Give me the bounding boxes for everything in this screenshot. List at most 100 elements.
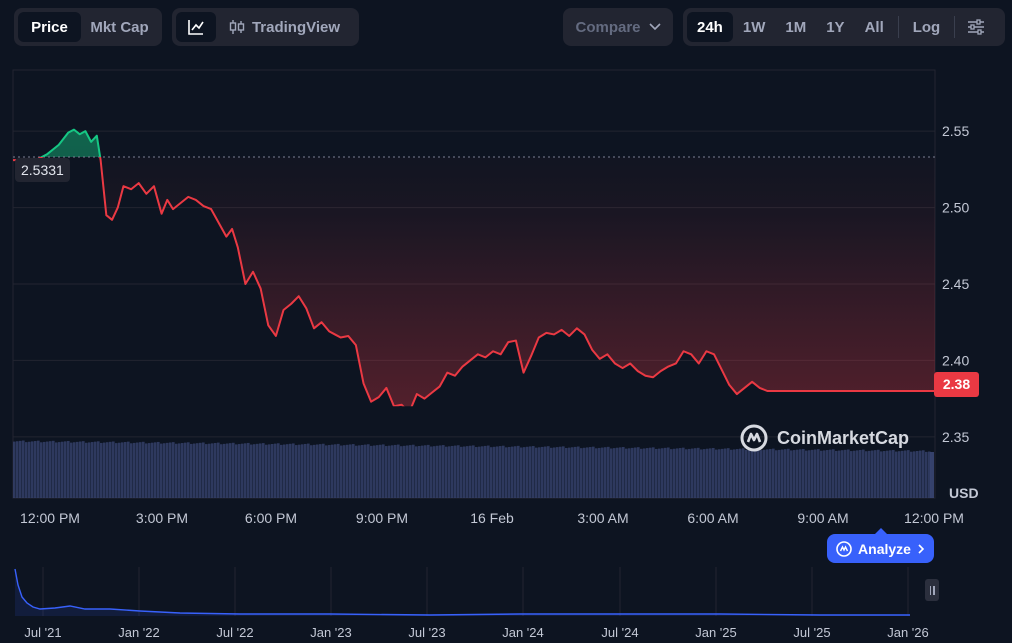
volume-bar [466, 446, 469, 498]
volume-bar [409, 445, 412, 498]
volume-bar [607, 446, 610, 498]
volume-bar [430, 446, 433, 498]
volume-bar [670, 449, 673, 498]
volume-bar [817, 449, 820, 498]
volume-bar [784, 449, 787, 498]
analyze-button[interactable]: Analyze [827, 528, 934, 563]
volume-bar [295, 445, 298, 498]
range-1m[interactable]: 1M [785, 18, 807, 36]
volume-bar [79, 441, 82, 498]
volume-bar [328, 445, 331, 498]
volume-bar [760, 450, 763, 498]
x-tick-label: 9:00 AM [797, 510, 848, 526]
volume-bar [472, 445, 475, 498]
range-24h[interactable]: 24h [687, 12, 733, 42]
volume-bar [148, 443, 151, 498]
volume-bar [49, 441, 52, 498]
chart-settings-button[interactable] [959, 12, 993, 42]
volume-bar [541, 446, 544, 498]
metric-toggle: Price Mkt Cap [14, 8, 162, 46]
volume-bar [538, 447, 541, 498]
volume-bar [652, 447, 655, 498]
volume-bar [745, 449, 748, 498]
volume-bar [880, 451, 883, 498]
volume-bar [34, 441, 37, 498]
line-chart-button[interactable] [176, 12, 216, 42]
tradingview-button[interactable]: TradingView [216, 12, 352, 42]
volume-bar [907, 450, 910, 498]
volume-bar [133, 442, 136, 498]
volume-bar [613, 448, 616, 498]
overview-tick-label: Jul '25 [793, 625, 830, 640]
volume-bar [76, 441, 79, 498]
volume-bar [904, 450, 907, 498]
volume-bar [556, 447, 559, 498]
volume-bar [40, 442, 43, 498]
price-area-up [41, 129, 101, 157]
volume-bar [67, 440, 70, 498]
volume-bar [292, 443, 295, 498]
volume-bar [415, 446, 418, 498]
compare-dropdown[interactable]: Compare [563, 8, 673, 46]
volume-bar [883, 451, 886, 498]
volume-bar [436, 445, 439, 498]
volume-bar [439, 445, 442, 498]
volume-bar [442, 445, 445, 498]
range-1w[interactable]: 1W [742, 18, 766, 36]
range-1y[interactable]: 1Y [826, 18, 845, 36]
volume-bar [844, 449, 847, 498]
volume-bar [769, 448, 772, 498]
volume-bar [169, 442, 172, 498]
log-scale-button[interactable]: Log [912, 18, 941, 36]
y-tick-label: 2.50 [942, 200, 969, 216]
volume-bar [673, 448, 676, 498]
overview-tick-label: Jan '26 [887, 625, 929, 640]
volume-bar [718, 449, 721, 498]
tab-price[interactable]: Price [18, 12, 81, 42]
overview-tick-label: Jan '25 [695, 625, 737, 640]
volume-bar [37, 440, 40, 498]
volume-bar [886, 450, 889, 498]
handle-grip [929, 585, 931, 595]
volume-bar [766, 449, 769, 498]
x-tick-label: 6:00 AM [687, 510, 738, 526]
volume-bar [751, 449, 754, 498]
chart-type-toggle: TradingView [172, 8, 359, 46]
volume-bar [100, 442, 103, 498]
volume-bar [706, 448, 709, 498]
volume-bar [754, 448, 757, 498]
range-slider-handle[interactable] [925, 579, 939, 601]
volume-bar [235, 444, 238, 498]
volume-bar [16, 441, 19, 498]
volume-bar [97, 441, 100, 498]
chevron-right-icon [918, 543, 925, 554]
volume-bar [835, 450, 838, 498]
compare-label: Compare [575, 18, 641, 36]
candlestick-icon [229, 20, 245, 34]
volume-bar [88, 442, 91, 498]
volume-bar [790, 450, 793, 498]
volume-bar [112, 441, 115, 498]
volume-bar [160, 443, 163, 498]
volume-bar [778, 449, 781, 498]
volume-bar [385, 446, 388, 498]
volume-bar [814, 449, 817, 498]
volume-bar [124, 442, 127, 498]
volume-bar [244, 443, 247, 498]
volume-bar [691, 448, 694, 498]
volume-bar [664, 447, 667, 498]
volume-bar [448, 446, 451, 498]
volume-bar [103, 442, 106, 498]
volume-bar [217, 442, 220, 498]
volume-bar [562, 446, 565, 498]
volume-bar [301, 444, 304, 498]
volume-bar [163, 443, 166, 498]
range-all[interactable]: All [864, 18, 884, 36]
volume-bar [64, 441, 67, 498]
tradingview-label: TradingView [251, 18, 341, 36]
volume-bar [46, 441, 49, 498]
volume-bar [226, 443, 229, 498]
volume-bar [193, 443, 196, 498]
tab-mkt-cap[interactable]: Mkt Cap [90, 18, 149, 36]
